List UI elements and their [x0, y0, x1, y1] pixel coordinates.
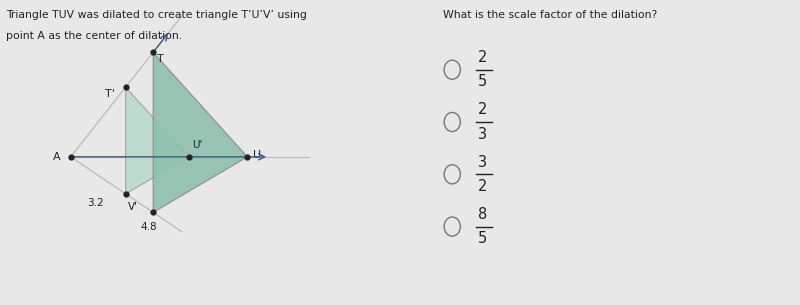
- Text: point A as the center of dilation.: point A as the center of dilation.: [6, 31, 182, 41]
- Text: 3.2: 3.2: [87, 198, 104, 208]
- Text: V': V': [128, 202, 138, 212]
- Text: T': T': [105, 89, 114, 99]
- Text: Triangle TUV was dilated to create triangle T’U’V’ using: Triangle TUV was dilated to create trian…: [6, 9, 306, 20]
- Text: T: T: [157, 55, 164, 64]
- Text: 5: 5: [478, 74, 487, 89]
- Text: 4.8: 4.8: [141, 222, 158, 232]
- Text: 2: 2: [478, 102, 487, 117]
- Text: 8: 8: [478, 207, 487, 222]
- Text: 2: 2: [478, 50, 487, 65]
- Text: A: A: [54, 152, 61, 162]
- Polygon shape: [153, 52, 247, 212]
- Text: U': U': [193, 140, 203, 150]
- Text: 5: 5: [478, 231, 487, 246]
- Text: 2: 2: [478, 179, 487, 194]
- Text: U: U: [254, 150, 262, 160]
- Text: 3: 3: [478, 127, 487, 142]
- Text: What is the scale factor of the dilation?: What is the scale factor of the dilation…: [443, 9, 658, 20]
- Text: 3: 3: [478, 155, 487, 170]
- Polygon shape: [126, 87, 189, 194]
